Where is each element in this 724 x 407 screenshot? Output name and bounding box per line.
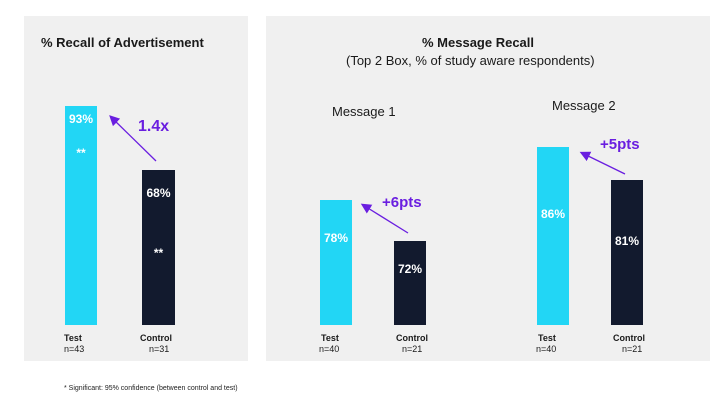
category-label-test: Test [321,333,339,343]
lift-label: +6pts [382,194,422,211]
bar-message-2-control: 81% [611,180,643,325]
message-recall-title: % Message Recall [422,35,535,50]
category-label-test: Test [64,333,82,343]
message-2-label: Message 2 [552,98,616,113]
sample-size-test: n=40 [536,344,557,354]
category-label-control: Control [613,333,645,343]
recall-advertisement-panel [24,16,248,361]
bar-ad-recall-test: 93% ** [65,106,97,325]
recall-advertisement-title: % Recall of Advertisement [41,35,204,50]
sample-size-control: n=31 [149,344,170,354]
bar-value-label: 78% [323,231,349,246]
bar-value-label: 72% [397,261,423,276]
bar-value-label: 68% [146,185,171,200]
message-recall-subtitle: (Top 2 Box, % of study aware respondents… [346,53,595,68]
significance-marker: ** [153,245,164,260]
sample-size-control: n=21 [622,344,643,354]
category-label-control: Control [140,333,172,343]
category-label-test: Test [538,333,556,343]
bar-message-1-test: 78% [320,200,352,325]
bar-ad-recall-control: 68% ** [142,169,175,325]
significance-footnote: * Significant: 95% confidence (between c… [64,385,238,392]
lift-label: +5pts [600,136,640,153]
bar-value-label: 86% [540,206,566,221]
bar-value-label: 93% [68,112,94,127]
significance-marker: ** [76,146,86,161]
bar-message-1-control: 72% [394,240,426,325]
category-label-control: Control [396,333,428,343]
sample-size-test: n=40 [319,344,340,354]
sample-size-test: n=43 [64,344,85,354]
sample-size-control: n=21 [402,344,423,354]
bar-value-label: 81% [614,234,640,248]
lift-label: 1.4x [138,118,170,135]
message-1-label: Message 1 [332,104,396,119]
bar-message-2-test: 86% [537,146,569,325]
